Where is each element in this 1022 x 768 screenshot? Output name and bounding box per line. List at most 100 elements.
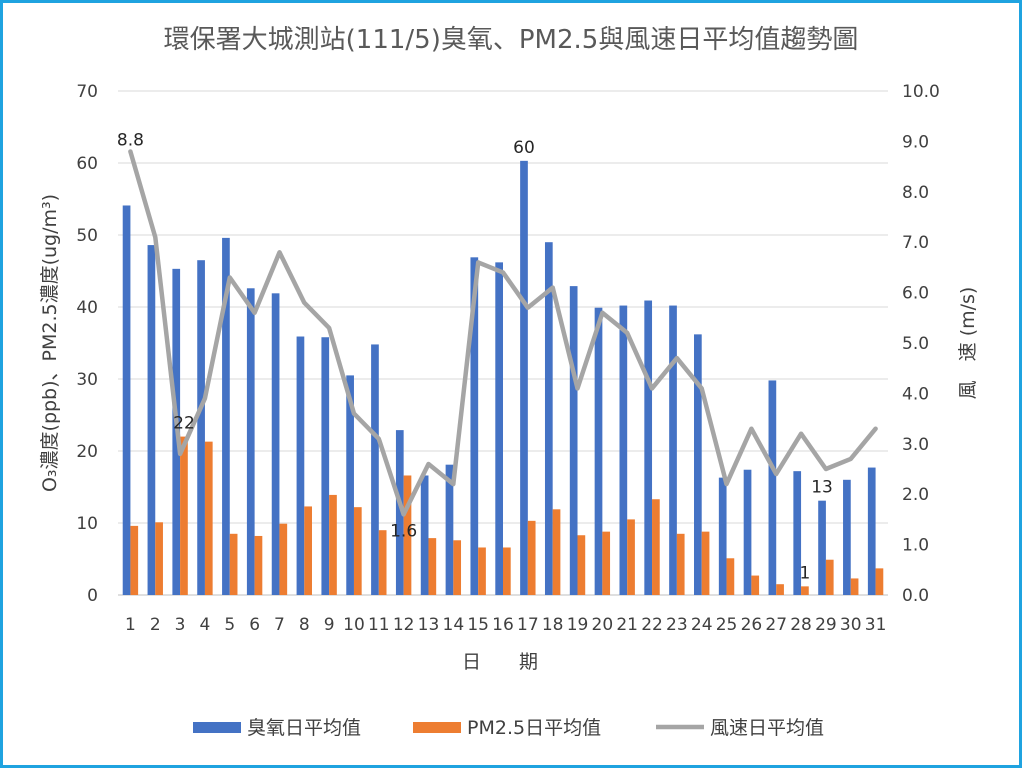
ozone-bar: [544, 242, 553, 595]
pm25-bar: [279, 523, 288, 595]
ozone-bar: [445, 464, 454, 595]
x-tick-label: 14: [443, 615, 465, 635]
pm25-bar: [776, 584, 784, 595]
y2-tick-label: 5.0: [902, 334, 929, 354]
x-tick-label: 29: [815, 615, 837, 635]
pm25-bar: [627, 519, 635, 595]
ozone-bar: [619, 305, 628, 595]
y2-tick-label: 4.0: [902, 384, 929, 404]
pm25-bar: [180, 436, 188, 595]
pm25-bar: [825, 559, 834, 595]
pm25-bar: [652, 499, 660, 595]
x-tick-label: 25: [716, 615, 738, 635]
ozone-bar: [346, 375, 354, 595]
wind-speed-line: [128, 149, 878, 517]
pm25-bar: [503, 547, 511, 595]
pm25-bar: [875, 568, 884, 595]
x-tick-label: 22: [641, 615, 663, 635]
x-tick-label: 8: [299, 615, 310, 635]
x-tick-label: 11: [368, 615, 390, 635]
x-tick-label: 24: [691, 615, 713, 635]
x-tick-label: 5: [224, 615, 235, 635]
pm25-bar: [850, 578, 859, 595]
ozone-bar: [197, 260, 205, 595]
legend-label: 風速日平均值: [710, 717, 824, 739]
data-label: 13: [811, 478, 833, 498]
ozone-bar: [296, 336, 305, 595]
pm25-bar: [329, 494, 337, 595]
x-tick-label: 13: [418, 615, 440, 635]
y2-tick-label: 2.0: [902, 485, 929, 505]
y-tick-label: 60: [76, 154, 98, 174]
x-tick-label: 12: [393, 615, 415, 635]
x-tick-label: 3: [175, 615, 186, 635]
x-tick-label: 4: [200, 615, 211, 635]
legend-label: 臭氧日平均值: [247, 717, 361, 739]
y-tick-label: 10: [76, 514, 98, 534]
legend-label: PM2.5日平均值: [467, 717, 601, 739]
bars: [122, 160, 884, 596]
legend: 臭氧日平均值 PM2.5日平均值 風速日平均值: [193, 717, 824, 739]
ozone-bar: [768, 380, 777, 595]
ozone-bar: [371, 344, 379, 595]
y-tick-label: 0: [87, 586, 98, 606]
ozone-bar: [246, 288, 255, 595]
x-tick-label: 18: [542, 615, 564, 635]
pm25-bar: [453, 540, 462, 595]
ozone-bar: [495, 262, 503, 595]
pm25-bar: [552, 509, 561, 595]
x-tick-label: 23: [666, 615, 688, 635]
y-tick-label: 50: [76, 226, 98, 246]
y2-tick-label: 10.0: [902, 82, 940, 102]
x-tick-label: 7: [274, 615, 285, 635]
x-tick-label: 10: [343, 615, 365, 635]
pm25-bar: [428, 538, 437, 595]
ozone-bar: [569, 286, 578, 595]
pm25-bar: [751, 575, 760, 595]
ozone-bar: [395, 430, 404, 595]
x-tick-label: 16: [492, 615, 514, 635]
data-label: 60: [513, 138, 535, 158]
pm25-bar: [204, 441, 213, 595]
ozone-bar: [321, 337, 330, 595]
pm25-bar: [801, 586, 809, 595]
x-tick-label: 21: [616, 615, 638, 635]
y-tick-label: 30: [76, 370, 98, 390]
legend-swatch: [413, 722, 461, 733]
x-tick-label: 15: [467, 615, 489, 635]
pm25-bar: [304, 506, 312, 595]
data-labels: 8.8 22 1.6 60 1 13: [117, 130, 833, 583]
ozone-bar: [470, 257, 479, 595]
ozone-bar: [793, 471, 802, 595]
ozone-bar: [122, 205, 131, 596]
y2-tick-label: 6.0: [902, 284, 929, 304]
y2-tick-label: 0.0: [902, 586, 929, 606]
ozone-bar: [694, 334, 702, 595]
data-label: 8.8: [117, 130, 144, 150]
ozone-bar: [743, 469, 752, 595]
data-label: 1: [800, 563, 811, 583]
pm25-bar: [130, 525, 139, 595]
ozone-bar: [867, 467, 876, 595]
x-tick-label: 9: [324, 615, 335, 635]
pm25-bar: [155, 522, 163, 595]
x-tick-label: 31: [865, 615, 887, 635]
x-tick-label: 6: [249, 615, 260, 635]
x-tick-label: 2: [150, 615, 161, 635]
y2-tick-label: 9.0: [902, 132, 929, 152]
pm25-bar: [229, 533, 238, 595]
y2-tick-label: 3.0: [902, 435, 929, 455]
x-tick-label: 28: [790, 615, 812, 635]
y2-axis-title: 風 速 (m/s): [957, 287, 979, 400]
x-tick-label: 17: [517, 615, 539, 635]
x-tick-label: 19: [567, 615, 589, 635]
y2-tick-label: 1.0: [902, 536, 929, 556]
data-label: 22: [173, 414, 195, 434]
y-tick-label: 70: [76, 82, 98, 102]
pm25-bar: [478, 547, 486, 595]
pm25-bar: [676, 533, 685, 595]
y-tick-label: 40: [76, 298, 98, 318]
pm25-bar: [254, 535, 263, 595]
ozone-bar: [669, 305, 677, 595]
